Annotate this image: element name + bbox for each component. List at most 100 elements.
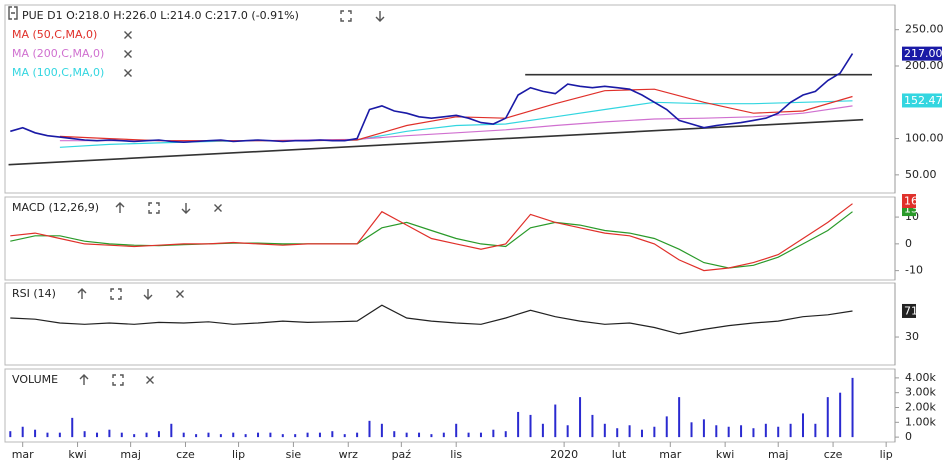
x-tick-label: lip xyxy=(232,448,245,461)
volume-bar xyxy=(368,420,371,438)
volume-bar xyxy=(343,434,346,438)
volume-bar xyxy=(306,432,309,438)
volume-bar xyxy=(356,432,359,438)
volume-bar xyxy=(430,434,433,438)
x-tick-label: wrz xyxy=(339,448,359,461)
x-tick-label: lut xyxy=(612,448,627,461)
volume-bar xyxy=(58,432,61,438)
y-tick-label: 200.00 xyxy=(905,59,944,72)
y-tick-label: 2.00k xyxy=(905,400,936,413)
y-tick-label: 0 xyxy=(905,237,912,250)
series-line xyxy=(10,53,854,144)
volume-bar xyxy=(182,432,185,438)
down-icon xyxy=(143,289,153,300)
up-icon xyxy=(77,288,87,299)
x-tick-label: sie xyxy=(286,448,302,461)
close-icon xyxy=(124,69,132,77)
volume-bar xyxy=(9,431,12,438)
up-icon xyxy=(115,202,125,213)
x-tick-label: lis xyxy=(450,448,462,461)
volume-bar xyxy=(455,423,458,438)
volume-bar xyxy=(678,397,681,438)
down-icon xyxy=(181,203,191,214)
volume-bar xyxy=(789,423,792,438)
pane-title: VOLUME xyxy=(12,373,58,386)
pane-title: PUE D1 O:218.0 H:226.0 L:214.0 C:217.0 (… xyxy=(22,9,299,22)
volume-bar xyxy=(442,432,445,438)
volume-bar xyxy=(517,411,520,438)
maximize-icon xyxy=(340,10,352,22)
last-value-box xyxy=(902,303,916,318)
volume-bar xyxy=(207,432,210,438)
volume-bar xyxy=(318,432,321,438)
y-tick-label: 1.00k xyxy=(905,415,936,428)
volume-bar xyxy=(492,429,495,438)
volume-bar xyxy=(294,434,297,438)
volume-bar xyxy=(331,431,334,438)
volume-bar xyxy=(740,425,743,438)
y-tick-label: -10 xyxy=(905,264,923,277)
pane-title: MACD (12,26,9) xyxy=(12,201,99,214)
x-tick-label: 2020 xyxy=(550,448,578,461)
volume-bar xyxy=(34,429,37,438)
volume-bar xyxy=(764,423,767,438)
volume-bar xyxy=(257,432,260,438)
last-value-label: 217.00 xyxy=(904,47,943,60)
volume-bar xyxy=(83,431,86,438)
collapse-icon xyxy=(8,6,18,20)
y-tick-label: 50.00 xyxy=(905,168,937,181)
last-value-label: 152.47 xyxy=(904,94,943,107)
maximize-icon xyxy=(110,288,122,300)
last-value-box xyxy=(902,46,942,61)
volume-bar xyxy=(541,423,544,438)
volume-bar xyxy=(653,426,656,438)
volume-bar xyxy=(839,392,842,438)
volume-bar xyxy=(195,434,198,438)
last-value-label: 16 xyxy=(904,195,918,208)
y-tick-label: 4.00k xyxy=(905,371,936,384)
volume-bar xyxy=(71,417,74,438)
volume-bar xyxy=(826,397,829,438)
volume-bar xyxy=(145,432,148,438)
close-icon xyxy=(124,31,132,39)
volume-bar xyxy=(727,426,730,438)
volume-bar xyxy=(628,425,631,438)
volume-bar xyxy=(380,423,383,438)
volume-bar xyxy=(690,422,693,438)
legend-entry: MA (50,C,MA,0) xyxy=(12,28,97,41)
legend-entry: MA (200,C,MA,0) xyxy=(12,47,104,60)
volume-bar xyxy=(715,425,718,438)
volume-bar xyxy=(244,434,247,438)
volume-bar xyxy=(554,404,557,438)
y-tick-label: 100.00 xyxy=(905,132,944,145)
volume-bar xyxy=(46,432,49,438)
volume-bar xyxy=(566,425,569,438)
volume-bar xyxy=(281,434,284,438)
last-value-box xyxy=(902,93,942,108)
volume-bar xyxy=(504,431,507,438)
volume-bar xyxy=(801,413,804,438)
volume-bar xyxy=(269,432,272,438)
volume-bar xyxy=(393,431,396,438)
volume-bar xyxy=(665,416,668,438)
volume-bar xyxy=(232,432,235,438)
up-icon xyxy=(79,374,89,385)
volume-bar xyxy=(418,432,421,438)
volume-bar xyxy=(479,432,482,438)
close-icon xyxy=(146,376,154,384)
maximize-icon xyxy=(148,202,160,214)
close-icon xyxy=(214,204,222,212)
volume-bar xyxy=(170,423,173,438)
volume-bar xyxy=(814,423,817,438)
y-tick-label: 30 xyxy=(905,330,919,343)
volume-bar xyxy=(702,419,705,438)
x-tick-label: mar xyxy=(12,448,34,461)
volume-bar xyxy=(529,414,532,438)
x-tick-label: maj xyxy=(120,448,141,461)
series-line xyxy=(10,304,853,335)
volume-bar xyxy=(851,377,854,438)
y-tick-label: 0 xyxy=(905,430,912,443)
volume-bar xyxy=(21,426,24,438)
